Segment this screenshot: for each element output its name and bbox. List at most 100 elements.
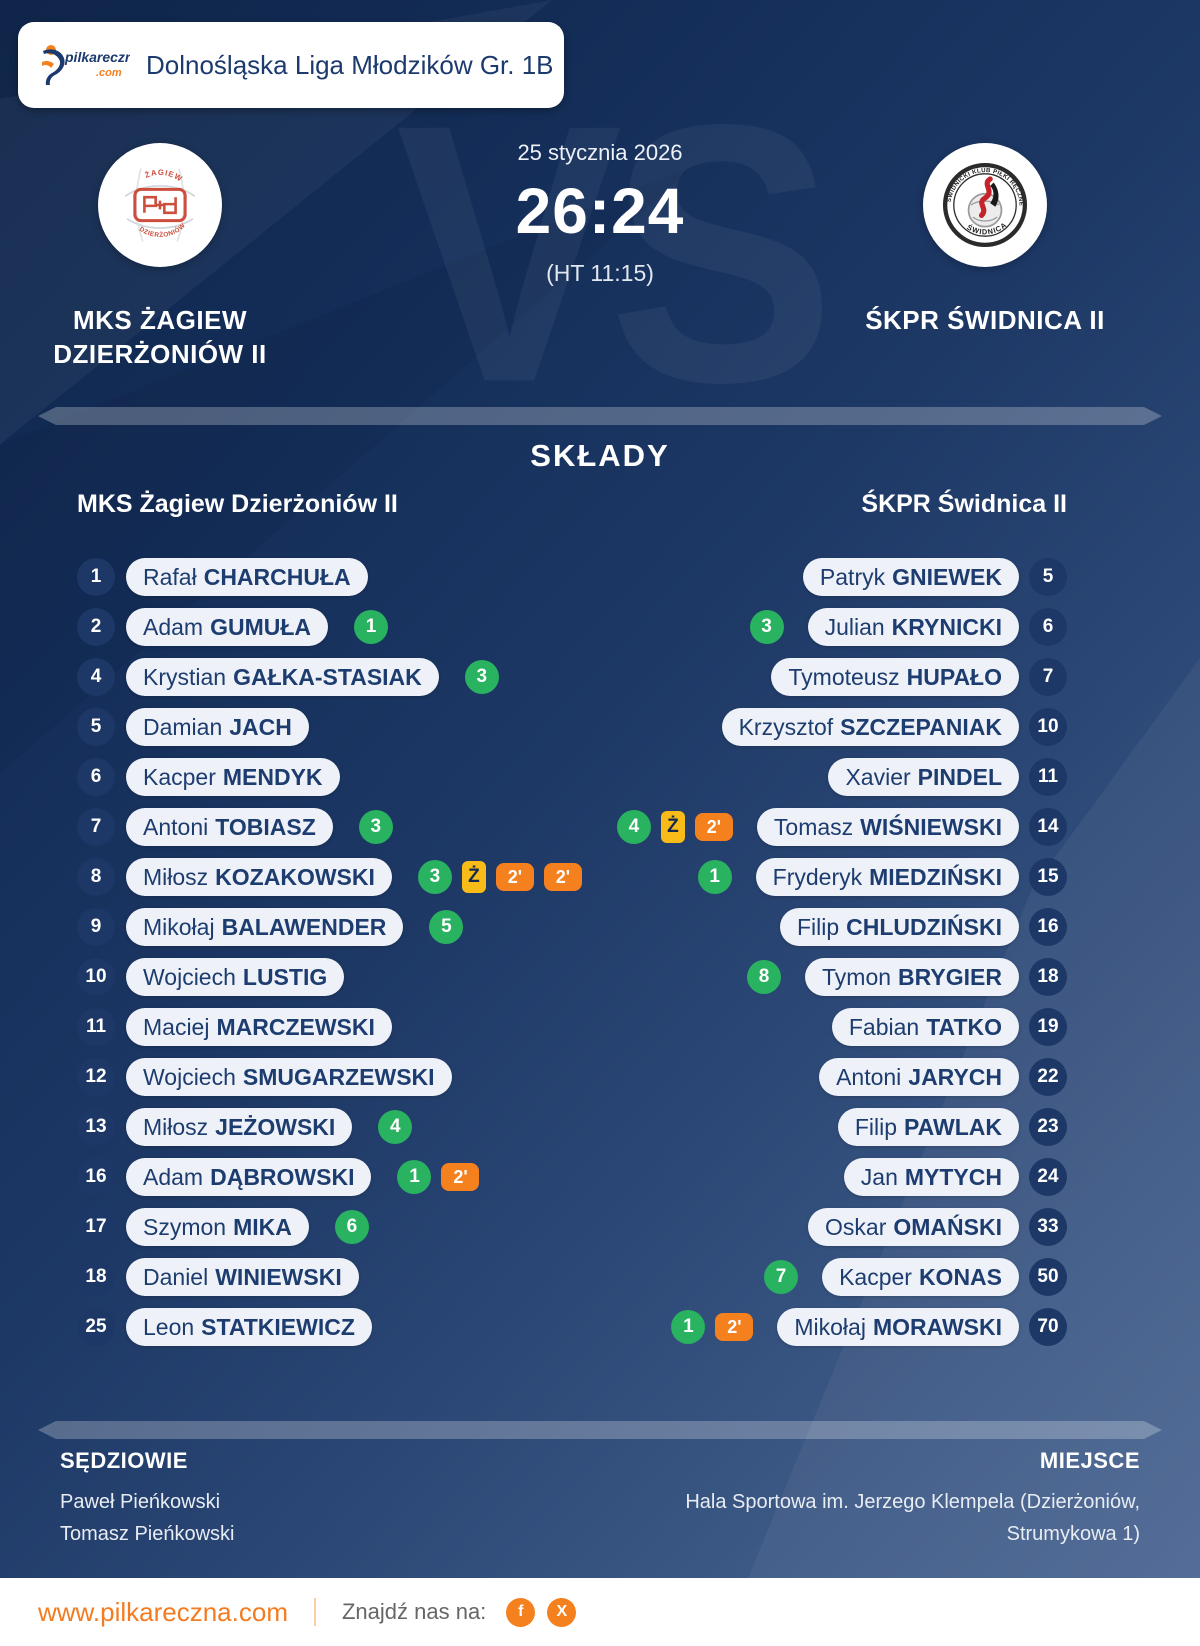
goals-badge: 3 [358, 810, 393, 844]
lineup-row: 12 Wojciech SMUGARZEWSKI Antoni JARYCH 22 [0, 1052, 1200, 1102]
venue-block: MIEJSCE Hala Sportowa im. Jerzego Klempe… [685, 1448, 1140, 1550]
player-last-name: SZCZEPANIAK [840, 713, 1002, 740]
pilkareczna-logo-icon: pilkareczna .com [38, 40, 130, 90]
home-player-entry: 13 Miłosz JEŻOWSKI 4 [77, 1102, 413, 1152]
player-number-badge: 4 [77, 658, 115, 696]
player-first-name: Jan [860, 1163, 898, 1190]
home-player-entry: 11 Maciej MARCZEWSKI [77, 1002, 392, 1052]
player-first-name: Oskar [825, 1213, 887, 1240]
player-last-name: WIŚNIEWSKI [860, 813, 1002, 840]
player-number-badge: 2 [77, 608, 115, 646]
lineup-row: 9 Mikołaj BALAWENDER 5 Filip CHLUDZIŃSKI 16 [0, 902, 1200, 952]
player-pill: Damian JACH [126, 708, 309, 746]
away-player-entry: 3 Julian KRYNICKI 6 [749, 602, 1067, 652]
player-badges: 1 [697, 860, 732, 894]
player-last-name: DĄBROWSKI [210, 1163, 355, 1190]
player-number-badge: 6 [77, 758, 115, 796]
logo-tld: .com [96, 67, 122, 79]
player-last-name: GNIEWEK [892, 563, 1002, 590]
player-pill: Julian KRYNICKI [807, 608, 1019, 646]
player-pill: Antoni JARYCH [819, 1058, 1019, 1096]
player-number-badge: 10 [77, 958, 115, 996]
player-last-name: KONAS [918, 1263, 1002, 1290]
team-away: ŚWIDNICKI KLUB PIŁKI RĘCZNEJ ŚWIDNICA ŚK… [855, 143, 1115, 337]
player-last-name: PINDEL [917, 763, 1002, 790]
lineup-row: 2 Adam GUMUŁA 1 3 Julian KRYNICKI 6 [0, 602, 1200, 652]
vs-watermark: VS [395, 48, 836, 460]
player-badges: 4 [378, 1110, 413, 1144]
lineup-row: 8 Miłosz KOZAKOWSKI 3 Ż 2' 2' 1 Fryderyk MIEDZIŃS… [0, 852, 1200, 902]
player-pill: Szymon MIKA [126, 1208, 309, 1246]
away-player-entry: Antoni JARYCH 22 [819, 1052, 1067, 1102]
player-number-badge: 5 [1029, 558, 1067, 596]
home-player-entry: 6 Kacper MENDYK [77, 752, 340, 802]
player-last-name: MENDYK [222, 763, 323, 790]
home-player-entry: 9 Mikołaj BALAWENDER 5 [77, 902, 464, 952]
player-last-name: KOZAKOWSKI [215, 863, 375, 890]
player-pill: Fabian TATKO [831, 1008, 1019, 1046]
player-pill: Kacper MENDYK [126, 758, 340, 796]
player-first-name: Maciej [143, 1013, 210, 1040]
site-url-link[interactable]: www.pilkareczna.com [38, 1596, 288, 1627]
player-first-name: Antoni [836, 1063, 902, 1090]
player-pill: Rafał CHARCHUŁA [126, 558, 368, 596]
player-number-badge: 16 [77, 1158, 115, 1196]
player-number-badge: 22 [1029, 1058, 1067, 1096]
player-pill: Miłosz JEŻOWSKI [126, 1108, 353, 1146]
player-pill: Adam GUMUŁA [126, 608, 329, 646]
lineup-row: 10 Wojciech LUSTIG 8 Tymon BRYGIER 18 [0, 952, 1200, 1002]
player-badges: 4 Ż 2' [616, 810, 733, 844]
player-pill: Wojciech SMUGARZEWSKI [126, 1058, 452, 1096]
venue-line: Hala Sportowa im. Jerzego Klempela (Dzie… [685, 1491, 1140, 1513]
player-number-badge: 13 [77, 1108, 115, 1146]
home-player-entry: 8 Miłosz KOZAKOWSKI 3 Ż 2' 2' [77, 852, 582, 902]
player-last-name: TOBIASZ [215, 813, 316, 840]
section-divider [38, 407, 1162, 425]
player-badges: 3 [749, 610, 784, 644]
player-number-badge: 6 [1029, 608, 1067, 646]
x-icon[interactable]: X [547, 1597, 577, 1627]
team-home: ŻAGIEW DZIERŻONIÓW MKS ŻAGIEW DZIERŻONIÓ… [30, 143, 290, 371]
player-number-badge: 24 [1029, 1158, 1067, 1196]
facebook-icon[interactable]: f [506, 1597, 536, 1627]
player-badges: 3 [358, 810, 393, 844]
player-number-badge: 1 [77, 558, 115, 596]
lineup-row: 5 Damian JACH Krzysztof SZCZEPANIAK 10 [0, 702, 1200, 752]
player-first-name: Fabian [848, 1013, 920, 1040]
goals-badge: 6 [334, 1210, 369, 1244]
referees-block: SĘDZIOWIE Paweł Pieńkowski Tomasz Pieńko… [60, 1448, 235, 1550]
player-number-badge: 14 [1029, 808, 1067, 846]
goals-badge: 8 [747, 960, 782, 994]
player-first-name: Julian [824, 613, 885, 640]
player-first-name: Rafał [143, 563, 197, 590]
player-number-badge: 70 [1029, 1308, 1067, 1346]
yellow-card-badge: Ż [660, 811, 685, 843]
goals-badge: 1 [354, 610, 389, 644]
player-first-name: Miłosz [143, 1113, 209, 1140]
player-pill: Maciej MARCZEWSKI [126, 1008, 392, 1046]
player-first-name: Tymon [822, 963, 892, 990]
away-player-entry: Oskar OMAŃSKI 33 [808, 1202, 1067, 1252]
home-team-name-line1: MKS ŻAGIEW [73, 305, 247, 335]
footer-separator [313, 1598, 316, 1626]
player-last-name: MIEDZIŃSKI [869, 863, 1002, 890]
player-last-name: CHLUDZIŃSKI [846, 913, 1002, 940]
player-last-name: OMAŃSKI [893, 1213, 1002, 1240]
find-us-label: Znajdź nas na: [341, 1599, 487, 1624]
player-number-badge: 12 [77, 1058, 115, 1096]
player-badges: 7 [764, 1260, 799, 1294]
away-player-entry: 8 Tymon BRYGIER 18 [747, 952, 1067, 1002]
player-pill: Oskar OMAŃSKI [808, 1208, 1019, 1246]
home-player-entry: 18 Daniel WINIEWSKI [77, 1252, 359, 1302]
score-block: 25 stycznia 2026 26:24 (HT 11:15) [300, 140, 900, 287]
away-team-name: ŚKPR ŚWIDNICA II [855, 303, 1115, 337]
goals-badge: 7 [764, 1260, 799, 1294]
player-last-name: GAŁKA-STASIAK [233, 663, 422, 690]
player-first-name: Patryk [819, 563, 886, 590]
player-first-name: Mikołaj [143, 913, 215, 940]
away-player-entry: Jan MYTYCH 24 [843, 1152, 1067, 1202]
player-last-name: MORAWSKI [872, 1313, 1002, 1340]
two-minutes-badge: 2' [543, 863, 582, 891]
player-number-badge: 33 [1029, 1208, 1067, 1246]
player-last-name: KRYNICKI [891, 613, 1002, 640]
